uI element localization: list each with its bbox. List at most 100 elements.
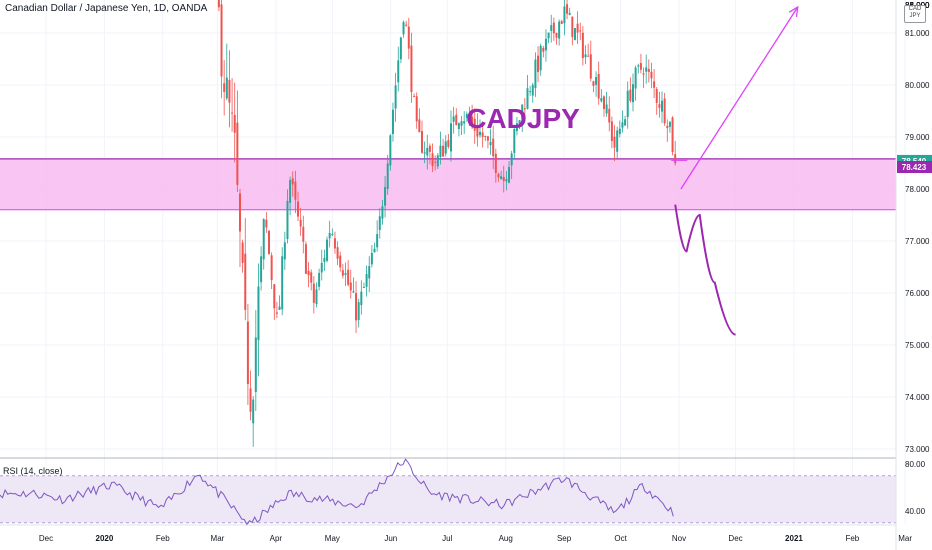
candle-body bbox=[531, 84, 534, 96]
bullish-arrow-line bbox=[680, 6, 799, 190]
candle-body bbox=[384, 187, 387, 206]
candle-body bbox=[674, 154, 677, 164]
candle-body bbox=[389, 135, 392, 166]
bullish-arrow-head bbox=[788, 5, 799, 18]
candle-body bbox=[595, 77, 598, 85]
candle-body bbox=[442, 145, 445, 157]
candle-body bbox=[566, 4, 569, 14]
candle-body bbox=[336, 247, 339, 259]
candle-body bbox=[439, 145, 442, 157]
candle-body bbox=[529, 91, 532, 93]
time-tick-label: Oct bbox=[614, 534, 627, 543]
candle-body bbox=[602, 96, 605, 109]
time-tick-label: Dec bbox=[39, 534, 53, 543]
candle-body bbox=[563, 6, 566, 24]
candle-body bbox=[624, 119, 627, 126]
symbol-annotation: CADJPY bbox=[466, 103, 580, 134]
candle-body bbox=[465, 114, 468, 118]
candle-body bbox=[270, 255, 273, 281]
time-tick-label: Sep bbox=[557, 534, 572, 543]
time-tick-label: Aug bbox=[499, 534, 513, 543]
candle-body bbox=[434, 161, 437, 163]
time-tick-label: Jun bbox=[384, 534, 397, 543]
candle-body bbox=[407, 26, 410, 49]
candle-body bbox=[668, 121, 671, 127]
candle-body bbox=[455, 114, 458, 126]
candle-body bbox=[402, 22, 405, 35]
candle-body bbox=[333, 238, 336, 249]
candle-body bbox=[587, 55, 590, 57]
candle-body bbox=[397, 60, 400, 83]
candle-body bbox=[634, 67, 637, 89]
candle-body bbox=[352, 291, 355, 293]
candle-body bbox=[326, 239, 329, 261]
currency-logo: CAD JPY bbox=[904, 5, 926, 23]
candle-body bbox=[610, 121, 613, 142]
candle-body bbox=[547, 32, 550, 39]
candle-body bbox=[365, 274, 368, 287]
candle-body bbox=[463, 121, 466, 124]
candle-body bbox=[381, 206, 384, 219]
candle-body bbox=[273, 284, 276, 309]
candle-body bbox=[246, 321, 249, 385]
candle-body bbox=[299, 219, 302, 227]
candle-body bbox=[555, 32, 558, 38]
candle-body bbox=[252, 399, 255, 424]
price-label-text: 78.423 bbox=[902, 163, 927, 172]
candle-body bbox=[262, 219, 265, 260]
candle-body bbox=[581, 32, 584, 59]
candle-body bbox=[341, 270, 344, 276]
candle-body bbox=[318, 272, 321, 287]
candle-body bbox=[431, 153, 434, 167]
candle-body bbox=[526, 88, 529, 109]
candle-body bbox=[323, 257, 326, 262]
candle-body bbox=[492, 138, 495, 157]
candle-body bbox=[444, 141, 447, 154]
candle-body bbox=[307, 270, 310, 276]
candle-body bbox=[394, 85, 397, 109]
candle-body bbox=[515, 123, 518, 132]
candle-body bbox=[310, 272, 313, 283]
rsi-tick-label: 40.00 bbox=[905, 507, 926, 516]
candle-body bbox=[608, 108, 611, 123]
time-tick-label: Nov bbox=[672, 534, 686, 543]
candle-body bbox=[391, 109, 394, 135]
candle-body bbox=[426, 147, 429, 156]
candle-body bbox=[452, 116, 455, 122]
candle-body bbox=[539, 45, 542, 71]
price-tick-label: 78.000 bbox=[905, 185, 930, 194]
candle-body bbox=[355, 293, 358, 321]
candle-body bbox=[370, 252, 373, 265]
candle-body bbox=[613, 136, 616, 148]
candle-body bbox=[642, 73, 645, 75]
price-tick-label: 80.000 bbox=[905, 81, 930, 90]
candle-body bbox=[579, 30, 582, 32]
candle-body bbox=[286, 200, 289, 239]
price-tick-label: 74.000 bbox=[905, 393, 930, 402]
price-tick-label: 79.000 bbox=[905, 133, 930, 142]
candle-body bbox=[573, 28, 576, 40]
candle-body bbox=[357, 302, 360, 320]
candle-body bbox=[600, 98, 603, 102]
candle-body bbox=[376, 234, 379, 248]
candle-body bbox=[597, 73, 600, 99]
candle-body bbox=[502, 177, 505, 181]
chart-title: Canadian Dollar / Japanese Yen, 1D, OAND… bbox=[5, 3, 208, 14]
time-tick-label: Mar bbox=[898, 534, 912, 543]
candle-body bbox=[225, 77, 228, 99]
candle-body bbox=[639, 63, 642, 70]
candle-body bbox=[281, 256, 284, 310]
price-tick-label: 81.000 bbox=[905, 29, 930, 38]
candle-body bbox=[484, 135, 487, 137]
candle-body bbox=[616, 130, 619, 152]
price-tick-label: 73.000 bbox=[905, 445, 930, 454]
candle-body bbox=[550, 25, 553, 31]
candle-body bbox=[241, 242, 244, 263]
candle-body bbox=[671, 117, 674, 153]
time-tick-label: May bbox=[325, 534, 340, 543]
price-label-box bbox=[897, 161, 932, 174]
price-tick-label: 77.000 bbox=[905, 237, 930, 246]
candle-body bbox=[653, 81, 656, 88]
